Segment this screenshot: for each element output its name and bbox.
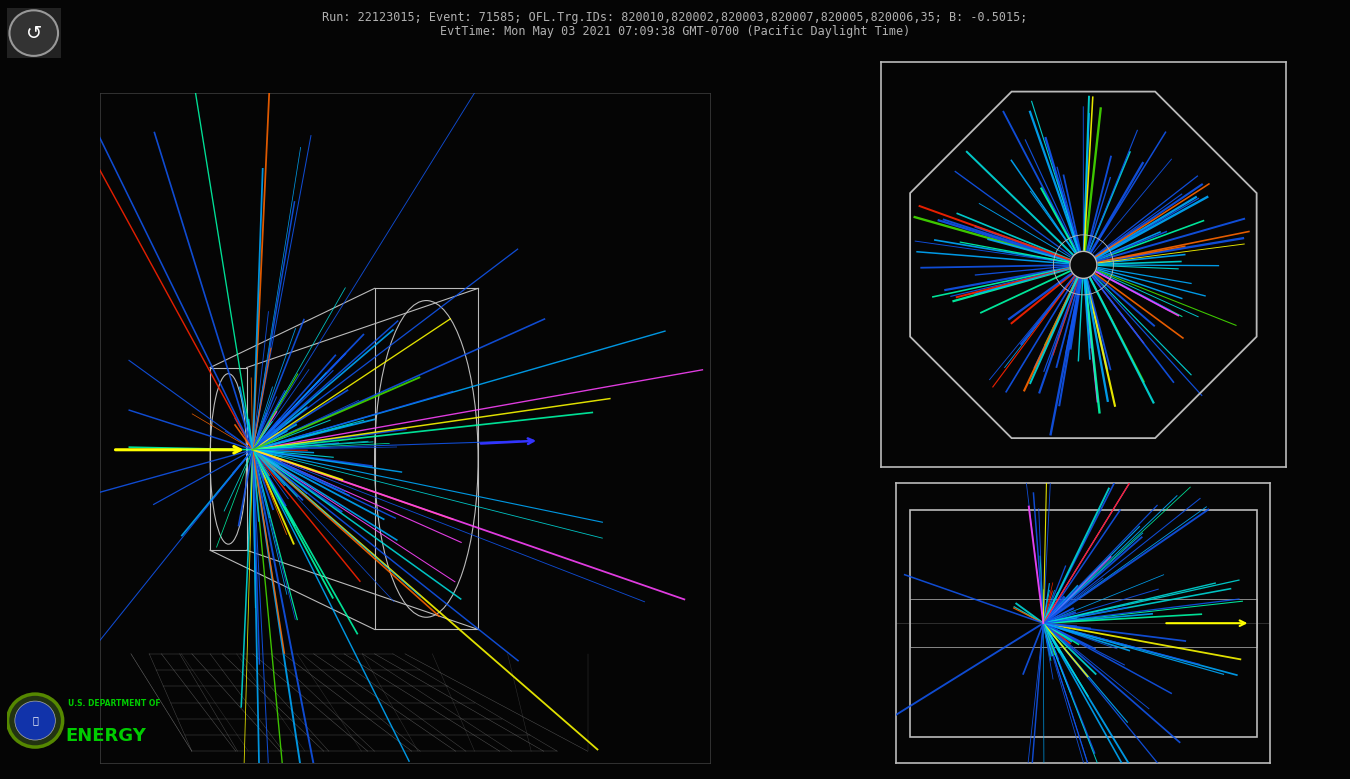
Text: ↺: ↺ bbox=[26, 23, 42, 43]
Circle shape bbox=[8, 694, 62, 747]
Circle shape bbox=[9, 10, 58, 56]
Circle shape bbox=[15, 701, 55, 740]
Circle shape bbox=[1069, 252, 1098, 278]
Text: ENERGY: ENERGY bbox=[65, 727, 146, 746]
Text: Run: 22123015; Event: 71585; OFL.Trg.IDs: 820010,820002,820003,820007,820005,820: Run: 22123015; Event: 71585; OFL.Trg.IDs… bbox=[323, 11, 1027, 23]
Text: 🦅: 🦅 bbox=[32, 716, 38, 725]
Text: EvtTime: Mon May 03 2021 07:09:38 GMT-0700 (Pacific Daylight Time): EvtTime: Mon May 03 2021 07:09:38 GMT-07… bbox=[440, 25, 910, 37]
Text: U.S. DEPARTMENT OF: U.S. DEPARTMENT OF bbox=[68, 699, 161, 708]
